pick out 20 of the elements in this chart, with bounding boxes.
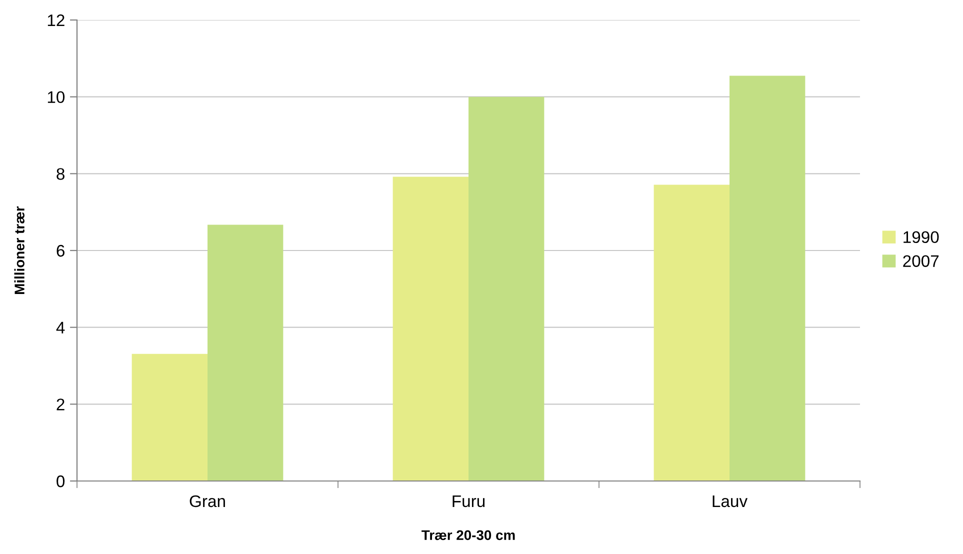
y-tick-label: 10 — [48, 91, 65, 104]
x-axis-title: Trær 20-30 cm — [422, 530, 515, 540]
y-tick-label: 2 — [56, 398, 64, 410]
bar — [654, 184, 730, 481]
y-tick-label: 8 — [56, 168, 64, 180]
y-axis-title: Millioner trær — [14, 206, 24, 294]
legend-label: 1990 — [904, 231, 939, 244]
x-tick-label: Furu — [452, 496, 485, 508]
bar — [208, 224, 284, 481]
y-tick-label: 4 — [56, 322, 65, 334]
x-tick-label: Lauv — [712, 496, 748, 508]
y-tick-label: 12 — [48, 14, 64, 26]
y-tick-label: 6 — [56, 244, 64, 257]
legend-label: 2007 — [903, 255, 939, 267]
x-tick-label: Gran — [190, 495, 225, 508]
bar — [132, 354, 208, 481]
bar — [392, 176, 468, 481]
bar — [468, 96, 544, 481]
bar — [730, 76, 806, 481]
y-tick-label: 0 — [56, 475, 65, 488]
